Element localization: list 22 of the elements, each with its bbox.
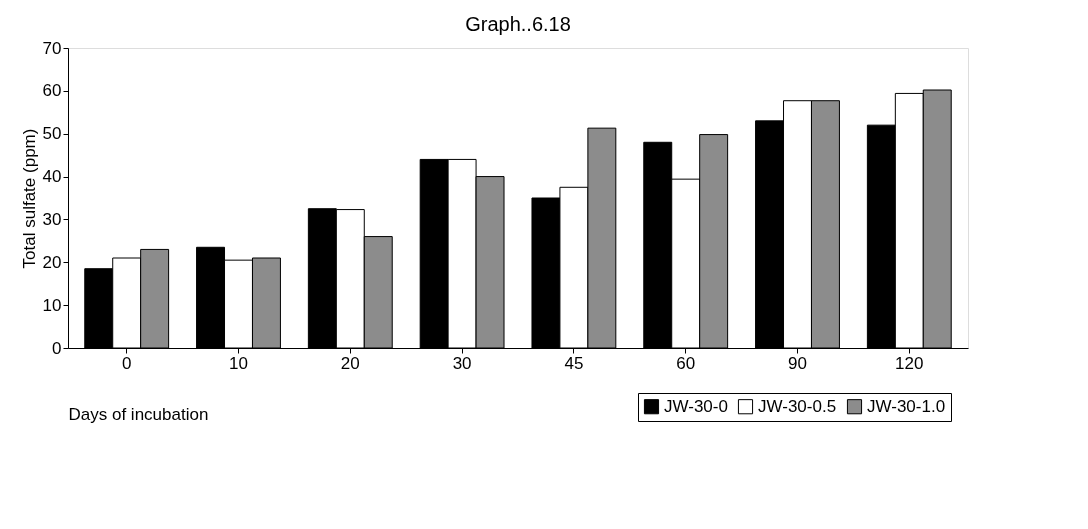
y-tick-label: 60 (42, 81, 62, 101)
x-axis-title: Days of incubation (68, 404, 209, 424)
y-axis-title: Total sulfate (ppm) (19, 128, 39, 269)
y-tick-label: 10 (42, 295, 62, 315)
x-tick-label: 30 (452, 353, 472, 373)
x-tick-label: 60 (676, 353, 696, 373)
x-tick-label: 45 (564, 353, 584, 373)
x-tick-label: 10 (229, 353, 248, 373)
chart-title: Graph..6.18 (465, 13, 571, 35)
y-tick-label: 50 (42, 124, 62, 144)
x-tick-label: 120 (895, 353, 924, 373)
y-tick-label: 70 (42, 38, 62, 58)
y-tick-label: 0 (52, 338, 62, 358)
x-tick-label: 90 (788, 353, 807, 373)
y-tick-label: 40 (42, 167, 62, 187)
legend-label: JW-30-0 (664, 396, 728, 416)
legend-label: JW-30-1.0 (867, 396, 946, 416)
x-tick-label: 0 (121, 353, 132, 373)
x-tick-label: 20 (340, 353, 360, 373)
y-tick-label: 20 (42, 252, 62, 272)
legend-label: JW-30-0.5 (758, 396, 837, 416)
y-tick-label: 30 (42, 209, 62, 229)
